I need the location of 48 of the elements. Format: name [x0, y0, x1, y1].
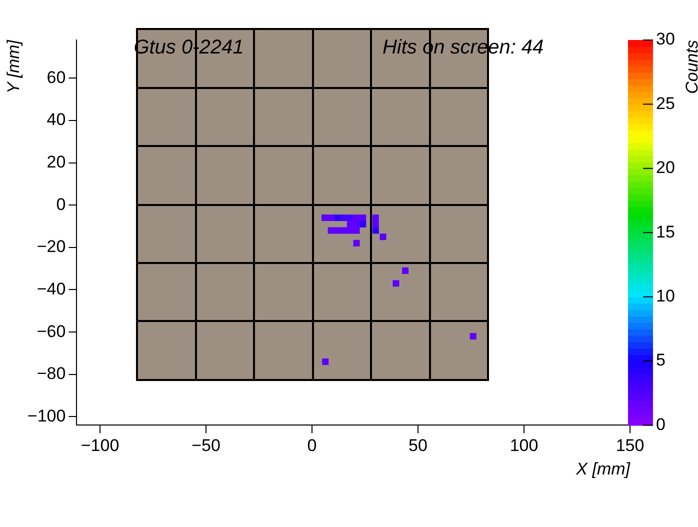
point: [328, 227, 334, 234]
color-bar-label: 30: [656, 30, 675, 49]
point: [372, 214, 379, 222]
point: [353, 214, 360, 222]
x-tick-label: −100: [80, 436, 120, 456]
x-axis-title: X [mm]: [575, 460, 632, 479]
point: [360, 220, 366, 228]
x-tick-label: 100: [510, 436, 538, 456]
color-bar-label: 15: [656, 222, 675, 242]
color-bar-label: 10: [656, 286, 675, 306]
point: [334, 214, 341, 222]
y-tick-label: 20: [46, 152, 66, 172]
x-tick-label: 0: [307, 436, 317, 456]
point: [372, 227, 379, 234]
point: [340, 214, 348, 222]
point: [334, 227, 341, 234]
point: [346, 214, 354, 222]
point: [353, 240, 360, 246]
point: [470, 333, 476, 340]
point: [321, 214, 328, 222]
color-bar-label: 20: [656, 158, 675, 178]
y-tick-label: −100: [27, 406, 66, 426]
point: [372, 220, 379, 228]
y-tick-label: 0: [56, 194, 66, 214]
color-bar-label: 0: [656, 414, 666, 434]
point: [392, 280, 400, 287]
point: [380, 234, 386, 240]
y-tick-label: −80: [36, 364, 66, 384]
y-tick-label: −60: [36, 322, 66, 341]
point: [353, 227, 360, 234]
color-bar-label: 25: [656, 94, 675, 113]
y-tick-label: 40: [46, 110, 66, 130]
point: [346, 227, 354, 234]
x-tick-label: −50: [192, 436, 220, 456]
x-tick-label: 50: [408, 436, 428, 456]
y-tick-label: 60: [46, 68, 66, 87]
point: [328, 214, 334, 222]
y-tick-label: −40: [36, 279, 66, 298]
color-bar-label: 5: [656, 350, 666, 370]
x-tick-label: 150: [616, 436, 644, 456]
point: [402, 267, 409, 274]
color-bar-title: Counts: [682, 40, 698, 94]
point: [340, 227, 348, 234]
point: [346, 220, 354, 228]
point: [360, 214, 366, 222]
point: [322, 358, 329, 365]
y-tick-label: −20: [36, 237, 66, 256]
y-axis-title: Y [mm]: [4, 38, 23, 94]
